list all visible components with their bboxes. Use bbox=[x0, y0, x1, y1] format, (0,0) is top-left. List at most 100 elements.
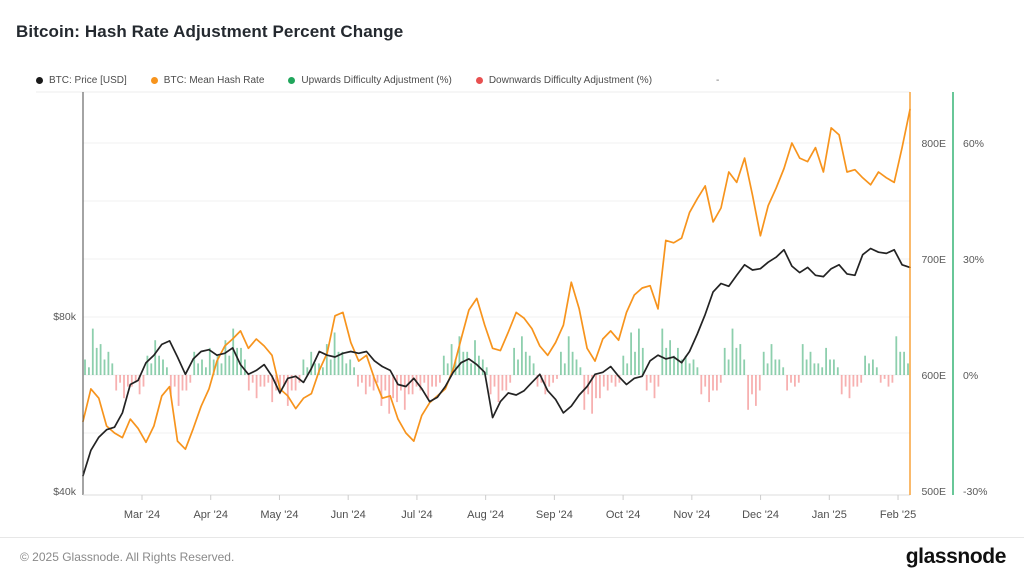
adjustment-bar bbox=[286, 375, 289, 406]
adjustment-bar bbox=[376, 375, 379, 383]
adjustment-bar bbox=[610, 375, 613, 383]
adjustment-bar bbox=[294, 375, 297, 391]
adjustment-bar bbox=[825, 347, 827, 375]
hashrate-line bbox=[82, 108, 911, 451]
adjustment-bar bbox=[591, 375, 593, 414]
adjustment-bar bbox=[419, 375, 422, 391]
legend-item-3[interactable]: Downwards Difficulty Adjustment (%) bbox=[475, 75, 652, 86]
adjustment-bar bbox=[259, 375, 262, 387]
month-tick-label: May '24 bbox=[260, 509, 298, 521]
legend-item-2[interactable]: Upwards Difficulty Adjustment (%) bbox=[288, 75, 452, 86]
adjustment-bar bbox=[388, 375, 391, 414]
month-tick-label: Jun '24 bbox=[331, 509, 366, 521]
adjustment-bar bbox=[817, 363, 820, 375]
adjustment-bar bbox=[887, 375, 890, 387]
adjustment-bar bbox=[618, 375, 621, 383]
adjustment-bar bbox=[521, 336, 523, 375]
adjustment-bar bbox=[329, 359, 332, 375]
month-tick-label: Sep '24 bbox=[536, 509, 573, 521]
adjustment-bar bbox=[579, 367, 582, 375]
adjustment-bar bbox=[403, 375, 406, 410]
adjustment-bar bbox=[563, 363, 566, 375]
legend-item-label: BTC: Mean Hash Rate bbox=[163, 75, 265, 86]
adjustment-bar bbox=[747, 375, 749, 410]
adjustment-bar bbox=[400, 375, 402, 391]
adjustment-bar bbox=[169, 375, 172, 395]
adjustment-bar bbox=[657, 375, 660, 387]
adjustment-bar bbox=[583, 375, 586, 410]
adjustment-bar bbox=[446, 363, 449, 375]
adjustment-bar bbox=[224, 340, 227, 375]
month-tick-label: Feb '25 bbox=[880, 509, 916, 521]
adjustment-bar bbox=[599, 375, 601, 399]
adjustment-bar bbox=[786, 375, 788, 391]
adjustment-bar bbox=[450, 344, 453, 375]
legend-extra-dash: - bbox=[716, 75, 720, 86]
adjustment-bar bbox=[766, 363, 769, 375]
adjustment-bar bbox=[232, 328, 235, 375]
legend-item-0[interactable]: BTC: Price [USD] bbox=[36, 75, 127, 86]
legend-item-1[interactable]: BTC: Mean Hash Rate bbox=[150, 75, 265, 86]
adjustment-bar bbox=[111, 363, 114, 375]
adjustment-bar bbox=[700, 375, 703, 395]
adjustment-bar bbox=[680, 359, 683, 375]
adjustment-bar bbox=[638, 328, 640, 375]
adjustment-bar bbox=[431, 375, 433, 387]
adjustment-bar bbox=[907, 363, 909, 375]
price-axis-label: $80k bbox=[53, 311, 77, 323]
hash-axis-label: 500E bbox=[921, 486, 946, 498]
adjustment-bar bbox=[216, 355, 219, 375]
adjustment-bar bbox=[875, 367, 878, 375]
adjustment-bar bbox=[661, 328, 664, 375]
adjustment-bar bbox=[368, 375, 371, 387]
adjustment-bar bbox=[489, 375, 492, 395]
adjustment-bar bbox=[696, 367, 699, 375]
adjustment-bar bbox=[755, 375, 757, 406]
adjustment-bar bbox=[677, 347, 679, 375]
adjustment-bar bbox=[548, 375, 551, 387]
adjustment-bar bbox=[844, 375, 847, 387]
adjustment-bar bbox=[115, 375, 118, 391]
adjustment-bar bbox=[130, 375, 133, 387]
legend-dot-icon bbox=[475, 77, 483, 84]
adjustment-bar bbox=[240, 347, 242, 375]
adjustment-bar bbox=[439, 375, 441, 383]
adjustment-bar bbox=[727, 359, 730, 375]
adjustment-bar bbox=[357, 375, 359, 387]
adjustment-bar bbox=[454, 359, 457, 375]
adjustment-bar bbox=[809, 351, 812, 375]
adjustment-bar bbox=[173, 375, 176, 387]
adjustment-bar bbox=[310, 351, 313, 375]
adjustment-bar bbox=[341, 351, 344, 375]
pct-axis-label: 60% bbox=[963, 138, 984, 150]
adjustment-bar bbox=[571, 351, 574, 375]
adjustment-bar bbox=[840, 375, 843, 395]
hash-axis-label: 700E bbox=[921, 254, 946, 266]
legend-item-label: Upwards Difficulty Adjustment (%) bbox=[301, 75, 452, 86]
hash-axis-label: 800E bbox=[921, 138, 946, 150]
month-tick-label: Jul '24 bbox=[401, 509, 432, 521]
adjustment-bar bbox=[556, 375, 558, 379]
adjustment-bar bbox=[212, 359, 215, 375]
adjustment-bar bbox=[162, 359, 164, 375]
adjustment-bar bbox=[552, 375, 554, 383]
adjustment-bar bbox=[474, 340, 476, 375]
adjustment-bar bbox=[528, 355, 531, 375]
adjustment-bar bbox=[801, 344, 804, 375]
adjustment-bar bbox=[829, 359, 831, 375]
adjustment-bar bbox=[735, 347, 738, 375]
adjustment-bar bbox=[458, 336, 461, 375]
adjustment-bar bbox=[325, 344, 328, 375]
adjustment-bar bbox=[380, 375, 383, 406]
adjustment-bar bbox=[645, 375, 648, 391]
adjustment-bar bbox=[501, 375, 504, 391]
adjustment-bar bbox=[790, 375, 792, 383]
adjustment-bar bbox=[481, 359, 484, 375]
adjustment-bar bbox=[236, 347, 238, 375]
adjustment-bar bbox=[864, 355, 866, 375]
adjustment-bar bbox=[306, 367, 309, 375]
adjustment-bar bbox=[88, 367, 90, 375]
adjustment-bar bbox=[739, 344, 742, 375]
